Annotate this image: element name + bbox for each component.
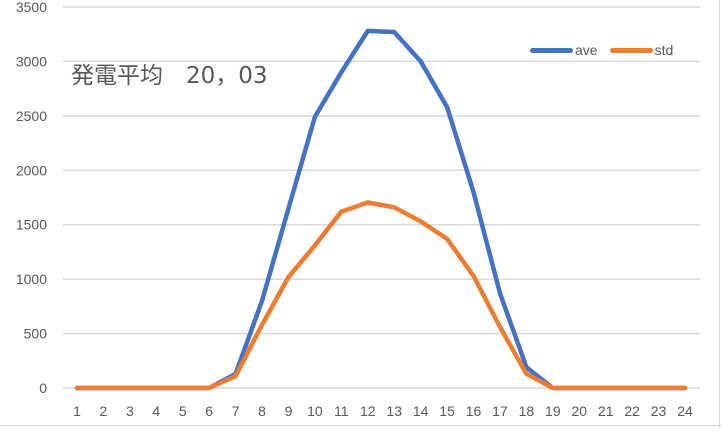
y-axis-tick-labels: 0 500 1000 1500 2000 2500 3000 3500 (16, 0, 47, 396)
y-tick-label: 500 (24, 326, 48, 342)
x-tick-label: 7 (232, 403, 240, 419)
x-tick-label: 12 (360, 403, 376, 419)
gridlines (63, 6, 700, 389)
x-tick-label: 22 (624, 403, 640, 419)
x-tick-label: 1 (73, 403, 81, 419)
x-tick-label: 3 (126, 403, 134, 419)
chart-title: 発電平均 20，03 (71, 63, 268, 89)
series-line-std (74, 200, 688, 391)
y-tick-label: 2500 (16, 108, 47, 124)
legend-item-ave: ave (530, 42, 598, 58)
x-tick-label: 20 (571, 403, 587, 419)
x-tick-label: 5 (179, 403, 187, 419)
x-tick-label: 15 (439, 403, 455, 419)
x-tick-label: 4 (152, 403, 160, 419)
series-lines (74, 28, 688, 391)
y-tick-label: 3500 (16, 0, 47, 15)
x-tick-label: 8 (258, 403, 266, 419)
x-tick-label: 13 (386, 403, 402, 419)
y-tick-label: 0 (39, 380, 47, 396)
x-tick-label: 21 (598, 403, 614, 419)
y-tick-label: 1000 (16, 271, 47, 287)
x-tick-label: 18 (519, 403, 535, 419)
y-tick-label: 3000 (16, 53, 47, 69)
x-tick-label: 19 (545, 403, 561, 419)
x-tick-label: 23 (651, 403, 667, 419)
chart-border-right (719, 0, 720, 428)
legend-item-std: std (609, 42, 674, 58)
legend-label-std: std (654, 42, 674, 58)
legend-label-ave: ave (575, 42, 598, 58)
y-tick-label: 1500 (16, 217, 47, 233)
x-tick-label: 24 (677, 403, 693, 419)
x-tick-label: 10 (307, 403, 323, 419)
x-tick-label: 6 (205, 403, 213, 419)
x-axis-tick-labels: 1 2 3 4 5 6 7 8 9 10 11 12 13 14 15 16 17 18 19 20 21 22 23 24 (73, 403, 693, 419)
chart-border-bottom (0, 425, 722, 426)
x-tick-label: 9 (285, 403, 293, 419)
legend-swatch-ave (530, 47, 573, 53)
legend: ave std (530, 42, 673, 58)
x-tick-label: 17 (492, 403, 508, 419)
x-tick-label: 16 (466, 403, 482, 419)
y-tick-label: 2000 (16, 162, 47, 178)
x-tick-label: 2 (100, 403, 108, 419)
x-tick-label: 14 (413, 403, 429, 419)
legend-swatch-std (609, 47, 653, 53)
x-tick-label: 11 (334, 403, 349, 419)
